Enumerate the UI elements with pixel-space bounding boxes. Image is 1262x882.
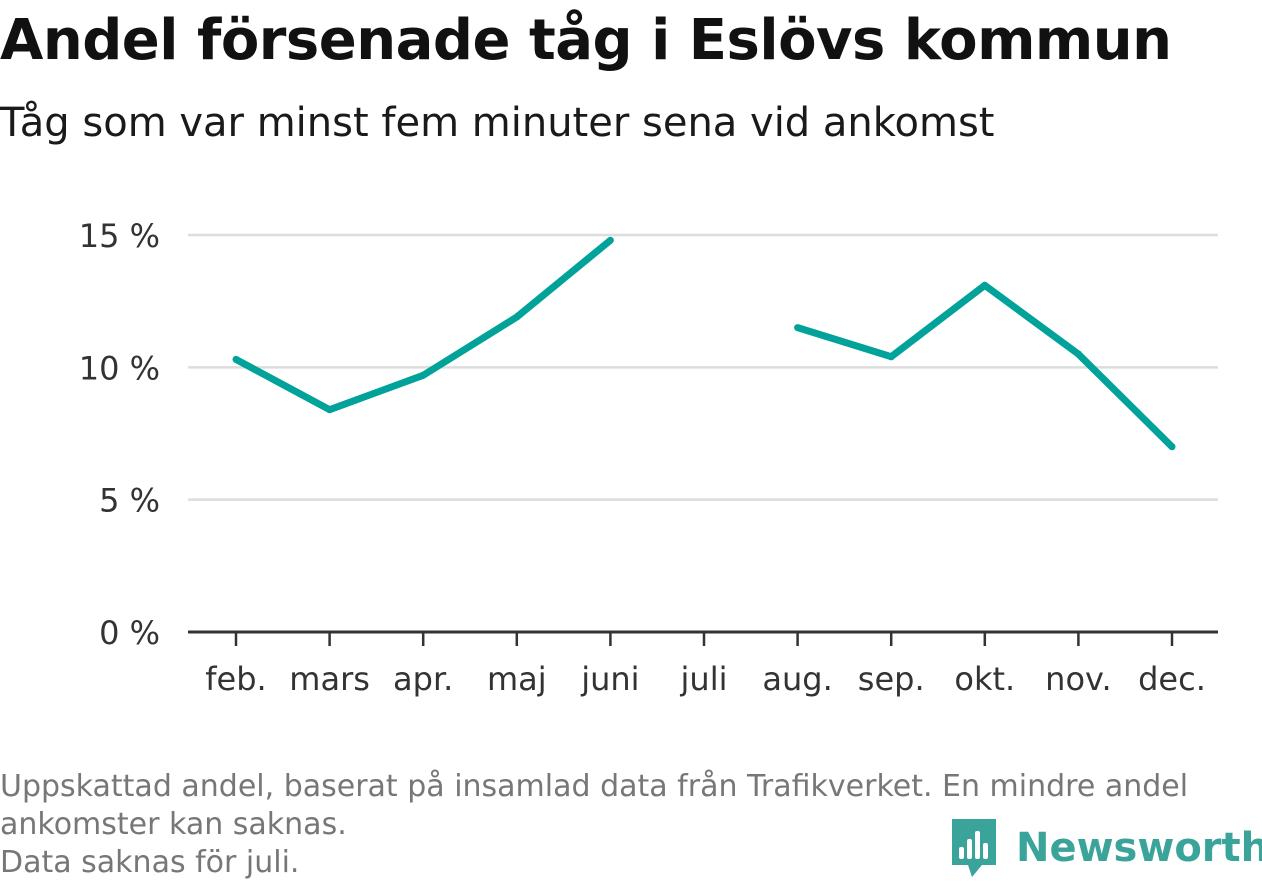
x-tick-label: sep. <box>858 660 925 698</box>
x-tick-label: feb. <box>205 660 266 698</box>
data-point <box>1074 350 1082 358</box>
line-chart: 0 % 5 % 10 % 15 % feb. mars apr. maj juni juli au… <box>79 217 1218 698</box>
data-point <box>606 236 614 244</box>
y-axis-tick-labels: 0 % 5 % 10 % 15 % <box>79 217 160 652</box>
data-point <box>419 371 427 379</box>
newsworthy-logo: Newsworthy <box>950 816 1262 880</box>
brand-name: Newsworthy <box>1016 825 1262 871</box>
chart-subtitle: Tåg som var minst fem minuter sena vid a… <box>0 100 995 146</box>
x-tick-label: maj <box>487 660 547 698</box>
footnote-line-2: ankomster kan saknas. <box>0 807 347 842</box>
x-axis <box>188 630 1218 646</box>
data-point <box>232 355 240 363</box>
footnote: Uppskattad andel, baserat på insamlad da… <box>0 768 1250 882</box>
data-point <box>794 324 802 332</box>
x-tick-label: dec. <box>1138 660 1206 698</box>
data-point <box>981 281 989 289</box>
series-lines <box>232 236 1176 451</box>
gridlines <box>188 233 1218 501</box>
x-tick-label: apr. <box>393 660 453 698</box>
y-tick-label: 5 % <box>99 482 160 520</box>
x-tick-label: mars <box>289 660 370 698</box>
data-point <box>513 313 521 321</box>
chart-title: Andel försenade tåg i Eslövs kommun <box>0 8 1172 73</box>
x-axis-tick-labels: feb. mars apr. maj juni juli aug. sep. okt. nov. d… <box>205 660 1206 698</box>
x-tick-label: nov. <box>1045 660 1111 698</box>
series-line-segment <box>796 281 1175 450</box>
y-tick-label: 15 % <box>79 217 160 255</box>
footnote-line-1: Uppskattad andel, baserat på insamlad da… <box>0 769 1189 804</box>
x-tick-label: juli <box>680 660 728 698</box>
data-point <box>326 406 334 414</box>
x-tick-label: juni <box>580 660 639 698</box>
y-tick-label: 0 % <box>99 614 160 652</box>
data-point <box>1168 443 1176 451</box>
data-point <box>887 353 895 361</box>
series-line-segment <box>234 237 613 414</box>
bar-chart-speech-bubble-icon <box>952 819 996 877</box>
x-tick-label: aug. <box>762 660 832 698</box>
x-tick-label: okt. <box>954 660 1015 698</box>
y-tick-label: 10 % <box>79 349 160 387</box>
footnote-line-3: Data saknas för juli. <box>0 845 300 880</box>
